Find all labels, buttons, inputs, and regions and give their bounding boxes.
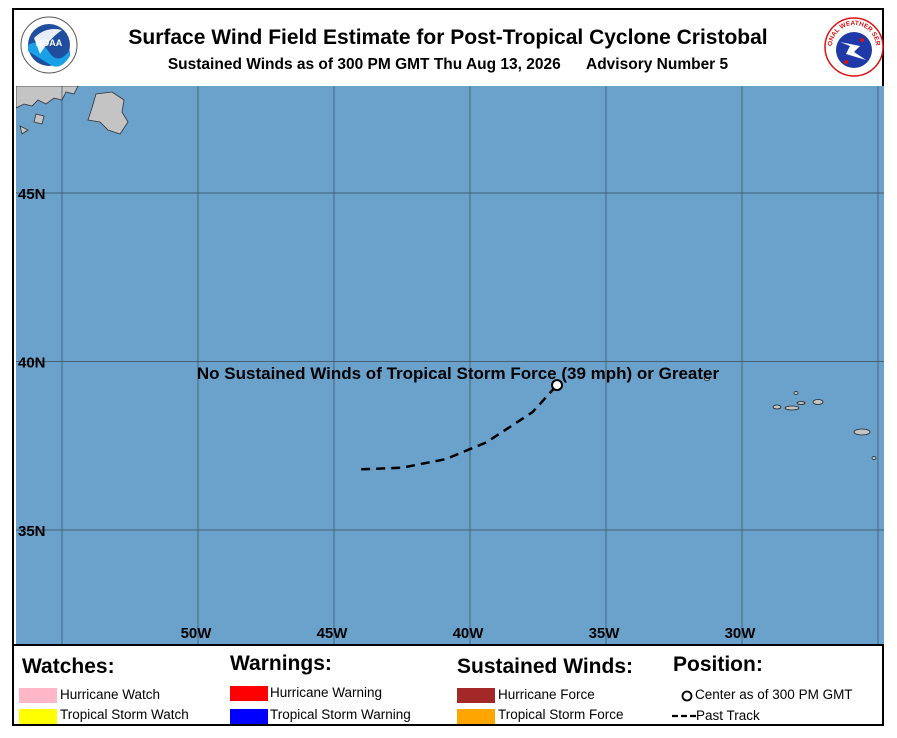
- nws-logo: NATIONAL WEATHER SERVICE: [824, 16, 884, 77]
- hurricane-watch-label: Hurricane Watch: [60, 687, 161, 702]
- longitude-label: 50W: [181, 625, 213, 642]
- tropical-storm-winds-message: No Sustained Winds of Tropical Storm For…: [197, 364, 720, 383]
- hurricane-force-swatch: [457, 688, 495, 703]
- graphic-frame: NOAA Surface Wind Field Estimate for Pos…: [12, 8, 884, 726]
- tropical-storm-watch-label: Tropical Storm Watch: [60, 707, 189, 722]
- longitude-label: 35W: [589, 625, 621, 642]
- past-track-line: [361, 384, 558, 471]
- hurricane-warning-swatch: [230, 686, 268, 701]
- longitude-labels: 50W 45W 40W 35W 30W: [181, 625, 757, 642]
- header: NOAA Surface Wind Field Estimate for Pos…: [14, 10, 884, 86]
- tropical-storm-warning-label: Tropical Storm Warning: [270, 707, 411, 722]
- tropical-storm-force-label: Tropical Storm Force: [498, 707, 624, 722]
- valid-time: Sustained Winds as of 300 PM GMT Thu Aug…: [167, 56, 561, 73]
- advisory-number: Advisory Number 5: [586, 56, 729, 73]
- longitude-label: 30W: [725, 625, 757, 642]
- legend: Watches: Hurricane Watch Tropical Storm …: [14, 644, 882, 726]
- newfoundland-land: [16, 86, 129, 135]
- latitude-labels: 45N 40N 35N: [18, 186, 46, 540]
- page-subtitle: Sustained Winds as of 300 PM GMT Thu Aug…: [14, 56, 882, 74]
- center-position-label: Center as of 300 PM GMT: [695, 687, 853, 702]
- hurricane-watch-swatch: [19, 688, 57, 703]
- past-track-symbol-icon: [672, 714, 696, 718]
- warnings-heading: Warnings:: [230, 652, 332, 675]
- center-symbol-icon: [681, 690, 693, 702]
- position-heading: Position:: [673, 653, 763, 676]
- noaa-logo-text: NOAA: [36, 38, 63, 48]
- page-title: Surface Wind Field Estimate for Post-Tro…: [128, 26, 768, 49]
- ocean: [16, 86, 884, 644]
- latitude-label: 40N: [18, 355, 46, 372]
- longitude-label: 40W: [453, 625, 485, 642]
- map-panel: 45N 40N 35N 50W 45W 40W 35W 30W No Sustained W…: [16, 86, 884, 644]
- hurricane-force-label: Hurricane Force: [498, 687, 595, 702]
- azores-islands: [704, 377, 877, 460]
- storm-center-marker: [551, 379, 564, 392]
- latitude-label: 35N: [18, 523, 46, 540]
- latitude-label: 45N: [18, 186, 46, 203]
- tropical-storm-warning-swatch: [230, 709, 268, 724]
- tropical-storm-force-swatch: [457, 709, 495, 724]
- graticule: [16, 86, 884, 644]
- hurricane-warning-label: Hurricane Warning: [270, 685, 383, 700]
- watches-heading: Watches:: [22, 655, 115, 678]
- tropical-storm-watch-swatch: [19, 709, 57, 724]
- sustained-winds-heading: Sustained Winds:: [457, 655, 633, 678]
- past-track-label: Past Track: [696, 708, 760, 723]
- noaa-logo: NOAA: [20, 16, 78, 74]
- longitude-label: 45W: [317, 625, 349, 642]
